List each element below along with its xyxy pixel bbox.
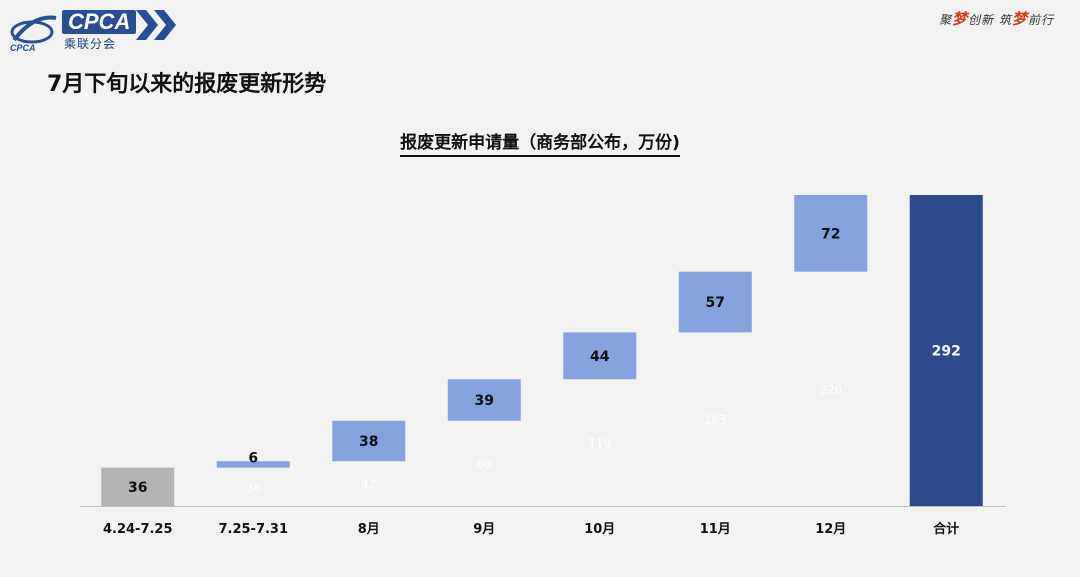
- data-label: 72: [821, 226, 840, 242]
- logo-text: CPCA: [62, 10, 137, 34]
- x-tick-label: 4.24-7.25: [103, 522, 173, 537]
- bar-increment: [447, 379, 521, 421]
- bar-increment: [216, 461, 290, 468]
- x-tick-label: 8月: [358, 522, 380, 537]
- bar-increment: [332, 420, 406, 462]
- logo-globe-icon: CPCA: [10, 15, 57, 52]
- chart-title: 报废更新申请量（商务部公布，万份): [0, 128, 1080, 157]
- data-label: 57: [706, 295, 725, 311]
- data-label: 39: [475, 393, 494, 409]
- offset-label: 36: [246, 481, 261, 495]
- chart-title-text: 报废更新申请量（商务部公布，万份): [400, 133, 680, 157]
- logo: CPCA CPCA 乘联分会: [8, 6, 178, 52]
- chevron-arrows-icon: [136, 10, 176, 40]
- x-tick-label: 11月: [700, 522, 731, 537]
- data-label: 44: [590, 349, 610, 365]
- x-tick-label: 12月: [815, 522, 846, 537]
- page-title: 7月下旬以来的报废更新形势: [47, 72, 327, 97]
- offset-label: 80: [477, 457, 492, 471]
- bar-increment: [563, 332, 637, 380]
- offset-label: 163: [704, 413, 727, 427]
- offset-label: 42: [361, 478, 376, 492]
- bar-increment: [678, 271, 752, 333]
- offset-label: 220: [819, 383, 842, 397]
- bar-base: [101, 467, 175, 506]
- data-label: 6: [248, 450, 258, 466]
- data-label: 36: [128, 480, 147, 496]
- x-tick-label: 10月: [584, 522, 615, 537]
- x-tick-label: 7.25-7.31: [218, 522, 288, 537]
- slogan: 聚梦创新 筑梦前行: [939, 10, 1054, 28]
- logo-subtitle: 乘联分会: [64, 37, 117, 51]
- offset-label: 119: [588, 437, 611, 451]
- bar-increment: [794, 195, 868, 272]
- svg-text:CPCA: CPCA: [10, 43, 36, 52]
- data-label: 38: [359, 434, 378, 450]
- bar-total: [909, 195, 983, 506]
- x-tick-label: 9月: [473, 522, 495, 537]
- data-label: 292: [932, 344, 961, 360]
- x-tick-label: 合计: [933, 521, 959, 537]
